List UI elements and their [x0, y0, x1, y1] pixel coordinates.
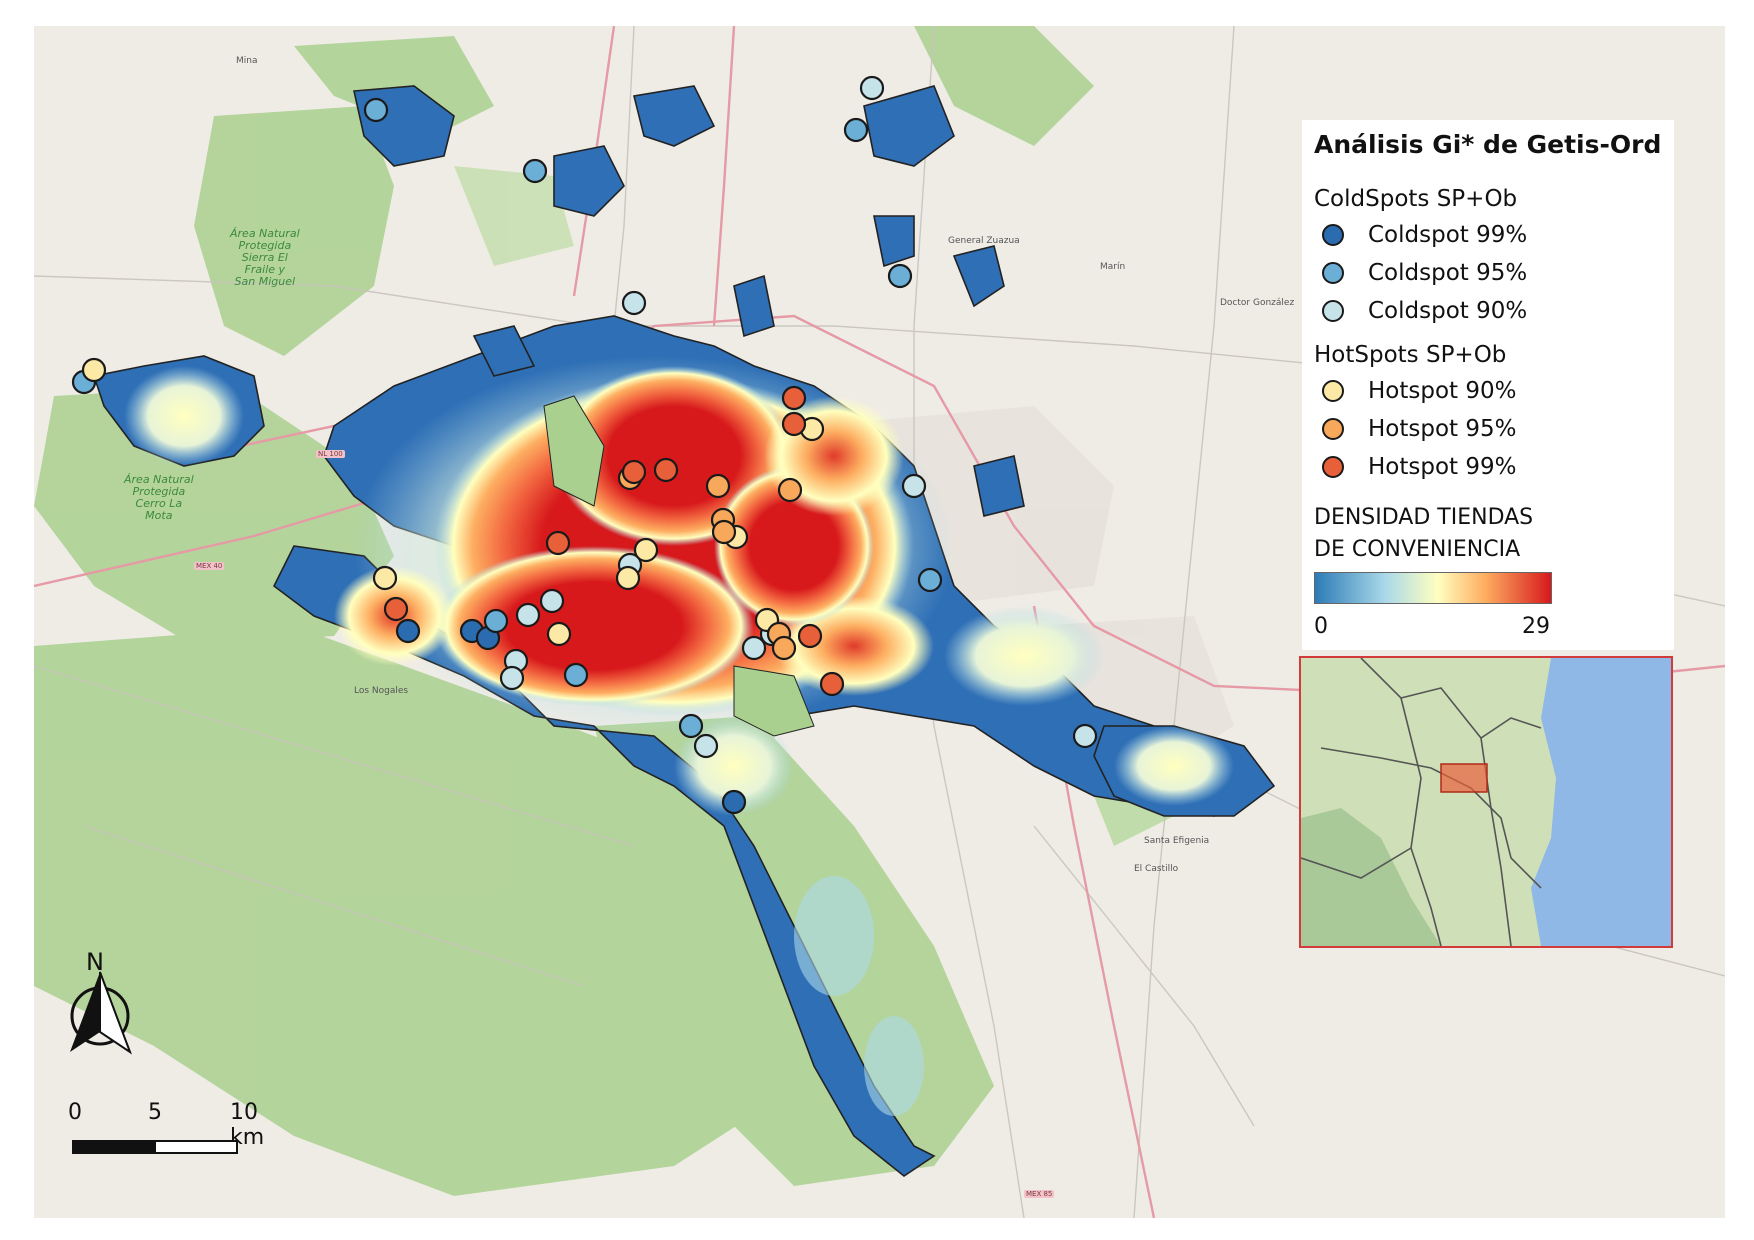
coldspot-95-point [678, 713, 704, 739]
town-label: Doctor González [1220, 298, 1295, 308]
legend-item-coldspot-95: Coldspot 95% [1314, 258, 1527, 288]
density-color-ramp [1314, 572, 1552, 604]
coldspot-95-point [563, 662, 589, 688]
hotspot-95-point [705, 473, 731, 499]
hotspot-99-point [781, 411, 807, 437]
coldspot-99-points [395, 618, 747, 815]
hotspot-99-point [797, 623, 823, 649]
legend-label: Hotspot 99% [1368, 454, 1517, 480]
hotspot-99-point [653, 457, 679, 483]
density-max-label: 29 [1522, 614, 1550, 639]
legend-label: Coldspot 95% [1368, 260, 1528, 286]
north-arrow: N [60, 948, 140, 1060]
coldspot-90-points [499, 75, 1098, 759]
coldspots-group-title: ColdSpots SP+Ob [1314, 186, 1518, 212]
hotspot-90-points [81, 357, 825, 647]
scale-segment-dark [72, 1140, 156, 1154]
basemap-svg [34, 26, 1725, 1218]
scale-label-0: 0 [68, 1100, 82, 1125]
coldspot-90-point [741, 635, 767, 661]
hotspot-95-point [771, 635, 797, 661]
scale-bar: 0 5 10 km [68, 1100, 264, 1160]
hotspot-90-point [615, 565, 641, 591]
hotspot-99-point [621, 459, 647, 485]
protected-area-label: Área Natural Protegida Cerro La Mota [124, 473, 194, 522]
points [71, 75, 1098, 815]
study-area-extent [1440, 763, 1488, 793]
coldspot-90-swatch [1322, 300, 1344, 322]
density-ramp-title: DENSIDAD TIENDAS DE CONVENIENCIA [1314, 502, 1634, 566]
coldspot-95-point [887, 263, 913, 289]
inset-terrain [1301, 808, 1441, 946]
legend-title: Análisis Gi* de Getis-Ord [1314, 130, 1662, 159]
north-label: N [86, 948, 104, 976]
coldspot-99-swatch [1322, 224, 1344, 246]
hotspot-90-swatch [1322, 380, 1344, 402]
hotspot-90-point [81, 357, 107, 383]
scale-label-10: 10 km [230, 1100, 265, 1150]
density-title-line: DENSIDAD TIENDAS [1314, 505, 1534, 530]
green-holes [543, 395, 815, 737]
north-arrow-icon [70, 971, 133, 1055]
gulf-of-mexico-water [1531, 658, 1671, 946]
coldspot-95-point [483, 608, 509, 634]
locator-inset-map [1299, 656, 1673, 948]
legend-item-coldspot-90: Coldspot 90% [1314, 296, 1527, 326]
hotspot-95-point [777, 477, 803, 503]
highway-shield: MEX 85 [1024, 1190, 1055, 1198]
hotspot-99-point [819, 671, 845, 697]
hotspot-99-point [545, 530, 571, 556]
coldspot-95-swatch [1322, 262, 1344, 284]
hotspot-99-points [383, 385, 845, 697]
town-label: Mina [236, 56, 258, 66]
coldspot-95-point [522, 158, 548, 184]
coldspot-90-point [901, 473, 927, 499]
hotspot-99-swatch [1322, 456, 1344, 478]
town-label: Marín [1100, 262, 1126, 272]
highway-shield: NL 100 [316, 450, 345, 458]
town-label: Santa Efigenia [1144, 836, 1210, 846]
town-label: General Zuazua [948, 236, 1020, 246]
inset-svg [1301, 658, 1671, 946]
legend-item-hotspot-90: Hotspot 90% [1314, 376, 1517, 406]
legend-label: Hotspot 95% [1368, 416, 1517, 442]
hotspot-99-point [781, 385, 807, 411]
scale-label-5: 5 [148, 1100, 162, 1125]
hotspot-95-points [617, 465, 803, 661]
legend-item-coldspot-99: Coldspot 99% [1314, 220, 1527, 250]
hotspot-90-point [372, 565, 398, 591]
coldspot-99-point [395, 618, 421, 644]
scale-segment-light [154, 1140, 238, 1154]
density-min-label: 0 [1314, 614, 1328, 639]
coldspot-90-point [499, 665, 525, 691]
coldspot-90-point [621, 290, 647, 316]
coldspot-95-point [917, 567, 943, 593]
legend-label: Hotspot 90% [1368, 378, 1517, 404]
hotspot-90-point [546, 621, 572, 647]
protected-area-label: Área Natural Protegida Sierra El Fraile … [230, 227, 300, 288]
coldspot-90-point [859, 75, 885, 101]
density-title-line: DE CONVENIENCIA [1314, 537, 1521, 562]
coldspot-95-point [843, 117, 869, 143]
town-label: El Castillo [1134, 864, 1179, 874]
hotspot-95-point [711, 519, 737, 545]
legend-label: Coldspot 90% [1368, 298, 1528, 324]
map-legend: Análisis Gi* de Getis-Ord ColdSpots SP+O… [1302, 120, 1674, 650]
legend-label: Coldspot 99% [1368, 222, 1528, 248]
hotspot-95-swatch [1322, 418, 1344, 440]
legend-item-hotspot-95: Hotspot 95% [1314, 414, 1517, 444]
highway-shield: MEX 40 [194, 562, 225, 570]
coldspot-95-point [363, 97, 389, 123]
hotspots-group-title: HotSpots SP+Ob [1314, 342, 1507, 368]
coldspot-90-point [1072, 723, 1098, 749]
hotspot-99-point [383, 596, 409, 622]
legend-item-hotspot-99: Hotspot 99% [1314, 452, 1517, 482]
town-label: Los Nogales [354, 686, 409, 696]
coldspot-95-points [71, 97, 943, 739]
coldspot-90-point [515, 602, 541, 628]
coldspot-90-point [539, 588, 565, 614]
hotspot-90-point [633, 537, 659, 563]
coldspot-99-point [721, 789, 747, 815]
coldspot-90-point [693, 733, 719, 759]
